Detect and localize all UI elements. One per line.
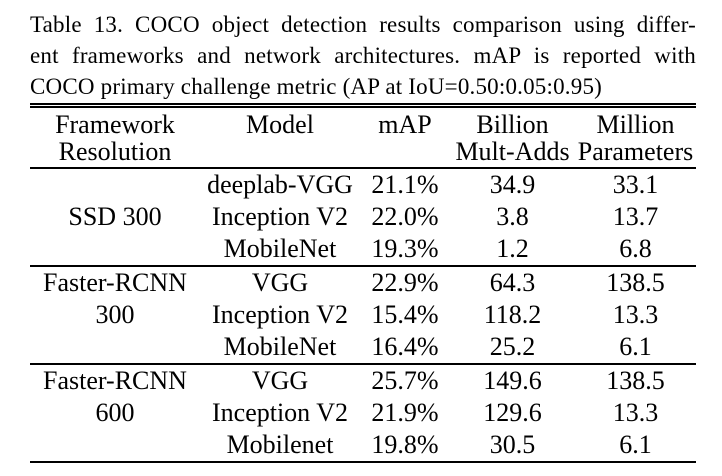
cell-framework-resolution [30, 167, 200, 201]
table-row: 300 Inception V2 15.4% 118.2 13.3 [30, 299, 696, 331]
cell-model: Inception V2 [212, 398, 348, 427]
paper-table-figure: Table 13. COCO object detection results … [30, 9, 696, 463]
col-header-parameters: Parameters [575, 138, 696, 169]
col-header-map: mAP [378, 110, 432, 139]
cell-billion-mult-adds: 30.5 [489, 430, 536, 459]
table-caption: Table 13. COCO object detection results … [30, 9, 696, 102]
col-header-framework: Framework [55, 110, 175, 139]
cell-framework-resolution: 300 [95, 300, 135, 329]
cell-model: VGG [200, 363, 360, 397]
cell-framework-resolution: Faster-RCNN [30, 363, 200, 397]
col-header-map-sub [360, 138, 450, 169]
col-header-million: Million [596, 110, 675, 139]
cell-model: Inception V2 [212, 202, 348, 231]
cell-billion-mult-adds: 34.9 [450, 167, 575, 201]
col-header-resolution: Resolution [30, 138, 200, 169]
table-row: SSD 300 Inception V2 22.0% 3.8 13.7 [30, 201, 696, 233]
table-row: Mobilenet 19.8% 30.5 6.1 [30, 429, 696, 462]
cell-model: MobileNet [223, 332, 337, 361]
cell-model: Inception V2 [212, 300, 348, 329]
cell-map: 19.8% [371, 430, 439, 459]
cell-million-parameters: 138.5 [575, 363, 696, 397]
cell-map: 22.0% [371, 202, 439, 231]
cell-million-parameters: 13.7 [612, 202, 659, 231]
cell-billion-mult-adds: 129.6 [483, 398, 542, 427]
cell-model: VGG [200, 265, 360, 299]
cell-framework-resolution: SSD 300 [68, 202, 162, 231]
cell-map: 15.4% [371, 300, 439, 329]
table-row: Faster-RCNN VGG 25.7% 149.6 138.5 [30, 363, 696, 397]
cell-million-parameters: 13.3 [612, 300, 659, 329]
cell-map: 19.3% [371, 234, 439, 263]
table-row: MobileNet 16.4% 25.2 6.1 [30, 331, 696, 364]
cell-million-parameters: 33.1 [575, 167, 696, 201]
cell-billion-mult-adds: 3.8 [496, 202, 529, 231]
cell-framework-resolution [30, 233, 200, 266]
caption-line-3: COCO primary challenge metric (AP at IoU… [30, 74, 603, 99]
cell-framework-resolution [30, 331, 200, 364]
cell-map: 25.7% [360, 363, 450, 397]
cell-model: MobileNet [223, 234, 337, 263]
caption-line-1: Table 13. COCO object detection results … [30, 12, 696, 37]
cell-map: 16.4% [371, 332, 439, 361]
header-row-1: Framework Model mAP Billion Million [30, 106, 696, 139]
cell-framework-resolution: 600 [95, 398, 135, 427]
col-header-model: Model [246, 110, 314, 139]
cell-billion-mult-adds: 118.2 [483, 300, 542, 329]
header-row-2: Resolution Mult-Adds Parameters [30, 138, 696, 169]
cell-map: 21.1% [360, 167, 450, 201]
table-header: Framework Model mAP Billion Million Reso… [30, 106, 696, 169]
results-table: Framework Model mAP Billion Million Reso… [30, 103, 696, 463]
cell-million-parameters: 13.3 [612, 398, 659, 427]
cell-map: 22.9% [360, 265, 450, 299]
cell-million-parameters: 6.8 [619, 234, 652, 263]
col-header-mult-adds: Mult-Adds [450, 138, 575, 169]
cell-framework-resolution [30, 429, 200, 462]
cell-model: Mobilenet [226, 430, 334, 459]
cell-billion-mult-adds: 64.3 [450, 265, 575, 299]
col-header-model-sub [200, 138, 360, 169]
table-row: 600 Inception V2 21.9% 129.6 13.3 [30, 397, 696, 429]
cell-billion-mult-adds: 1.2 [496, 234, 529, 263]
table-row: MobileNet 19.3% 1.2 6.8 [30, 233, 696, 266]
cell-framework-resolution: Faster-RCNN [30, 265, 200, 299]
cell-million-parameters: 138.5 [575, 265, 696, 299]
table-body: deeplab-VGG 21.1% 34.9 33.1 SSD 300 Ince… [30, 167, 696, 462]
table-row: Faster-RCNN VGG 22.9% 64.3 138.5 [30, 265, 696, 299]
cell-billion-mult-adds: 25.2 [489, 332, 536, 361]
cell-billion-mult-adds: 149.6 [450, 363, 575, 397]
cell-million-parameters: 6.1 [619, 332, 652, 361]
col-header-billion: Billion [476, 110, 549, 139]
cell-map: 21.9% [371, 398, 439, 427]
table-row: deeplab-VGG 21.1% 34.9 33.1 [30, 167, 696, 201]
cell-million-parameters: 6.1 [619, 430, 652, 459]
cell-model: deeplab-VGG [200, 167, 360, 201]
caption-line-2: ent frameworks and network architectures… [30, 43, 696, 68]
